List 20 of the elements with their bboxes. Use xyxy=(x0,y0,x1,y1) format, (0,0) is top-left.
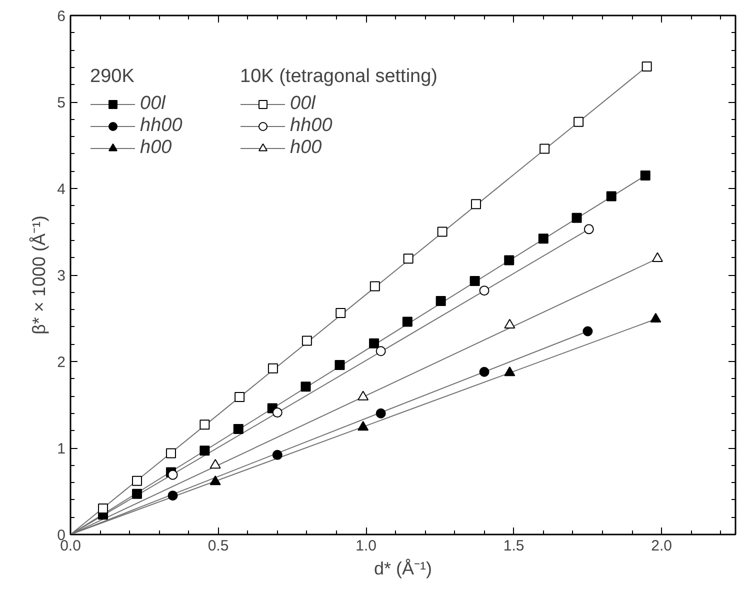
annotation: 10K (tetragonal setting) xyxy=(240,66,438,88)
y-tick-label: 4 xyxy=(57,181,66,198)
legend-label: h00 xyxy=(140,137,172,159)
x-tick-label: 1.5 xyxy=(503,538,524,554)
x-axis-title: d* (Å⁻¹) xyxy=(374,558,432,578)
annotation: 290K xyxy=(90,66,136,88)
legend-label: hh00 xyxy=(140,115,182,137)
legend-label: hh00 xyxy=(290,115,332,137)
legend-label: 00l xyxy=(290,93,316,115)
y-tick-label: 6 xyxy=(57,8,66,25)
y-tick-label: 3 xyxy=(57,268,66,284)
x-tick-label: 0.5 xyxy=(208,538,229,554)
x-tick-label: 1.0 xyxy=(356,538,376,554)
y-tick-label: 2 xyxy=(57,354,66,371)
legend-label: h00 xyxy=(290,137,322,159)
y-axis-title: β* × 1000 (Å⁻¹) xyxy=(29,216,50,334)
y-tick-label: 5 xyxy=(57,94,66,112)
x-tick-label: 2.0 xyxy=(651,538,672,554)
y-tick-label: 1 xyxy=(57,440,66,458)
legend-label: 00l xyxy=(140,93,166,115)
